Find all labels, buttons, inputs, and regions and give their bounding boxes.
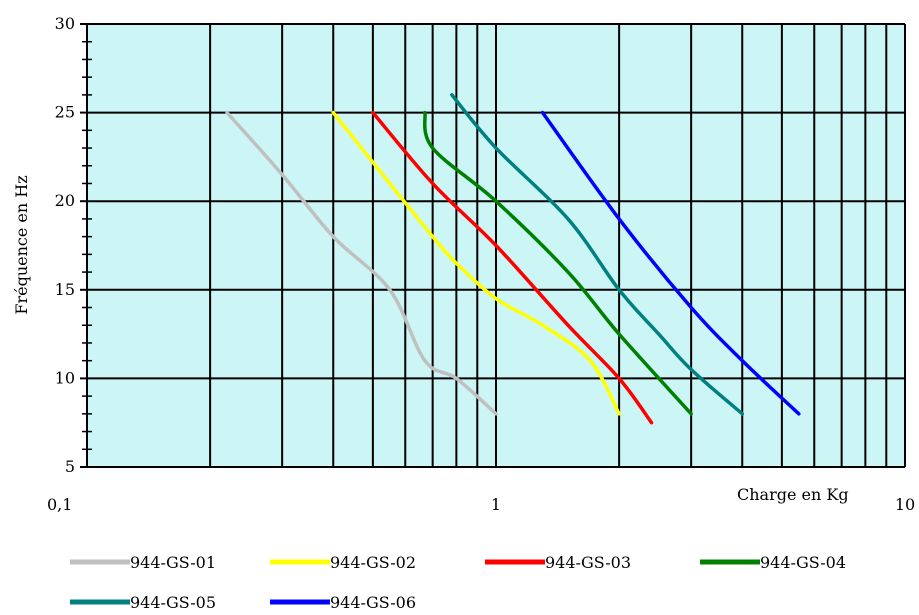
y-tick-label: 25 — [55, 103, 75, 122]
legend: 944-GS-01 944-GS-02 944-GS-03 944-GS-04 944-… — [70, 553, 846, 612]
legend-label: 944-GS-04 — [760, 553, 846, 572]
y-tick-label: 5 — [65, 457, 75, 476]
y-minor-ticks — [80, 23, 92, 468]
y-tick-label: 10 — [55, 368, 75, 387]
y-tick-label: 30 — [55, 14, 75, 33]
series-lines — [225, 93, 801, 425]
x-tick-label: 1 — [491, 495, 501, 514]
legend-label: 944-GS-06 — [330, 593, 416, 612]
y-tick-labels: 5 10 15 20 25 30 — [55, 14, 75, 476]
x-tick-label: 0,1 — [47, 495, 72, 514]
horizontal-gridlines — [87, 23, 905, 468]
x-axis-title: Charge en Kg — [737, 485, 849, 504]
vertical-gridlines — [86, 24, 906, 467]
y-tick-label: 20 — [55, 191, 75, 210]
legend-label: 944-GS-01 — [130, 553, 216, 572]
series-line — [423, 110, 693, 416]
y-axis-title: Fréquence en Hz — [12, 175, 31, 314]
series-line — [225, 110, 498, 416]
x-tick-label: 10 — [895, 495, 915, 514]
series-line — [450, 93, 744, 416]
legend-label: 944-GS-02 — [330, 553, 416, 572]
legend-label: 944-GS-03 — [545, 553, 631, 572]
y-tick-label: 15 — [55, 280, 75, 299]
series-line — [371, 110, 654, 425]
series-line — [331, 110, 621, 416]
x-tick-labels: 0,1 1 10 — [47, 495, 915, 514]
series-line — [540, 110, 801, 416]
legend-label: 944-GS-05 — [130, 593, 216, 612]
